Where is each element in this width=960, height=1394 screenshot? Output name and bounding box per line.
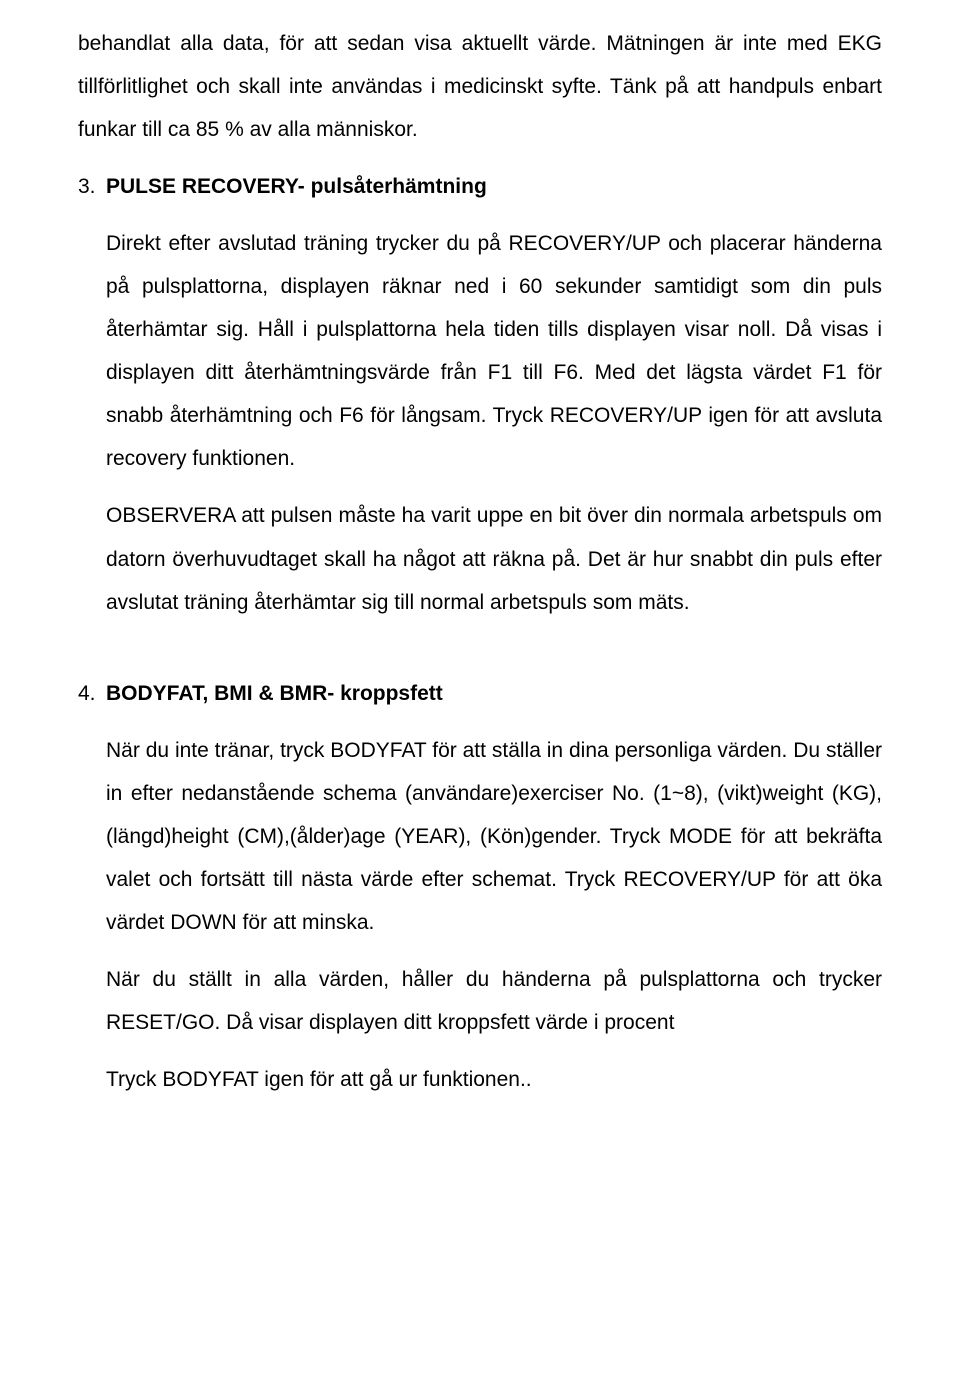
section-4-paragraph-3: Tryck BODYFAT igen för att gå ur funktio… bbox=[106, 1058, 882, 1101]
section-3-number: 3. bbox=[78, 165, 106, 208]
section-4-paragraph-1: När du inte tränar, tryck BODYFAT för at… bbox=[106, 729, 882, 944]
section-4-paragraph-2: När du ställt in alla värden, håller du … bbox=[106, 958, 882, 1044]
section-4-title: BODYFAT, BMI & BMR- kroppsfett bbox=[106, 682, 443, 705]
section-3-title: PULSE RECOVERY- pulsåterhämtning bbox=[106, 175, 487, 198]
section-3-paragraph-2: OBSERVERA att pulsen måste ha varit uppe… bbox=[106, 494, 882, 623]
document-page: behandlat alla data, för att sedan visa … bbox=[0, 0, 960, 1394]
section-4-heading: 4.BODYFAT, BMI & BMR- kroppsfett bbox=[106, 672, 882, 715]
section-3-paragraph-1: Direkt efter avslutad träning trycker du… bbox=[106, 222, 882, 480]
section-3-heading: 3.PULSE RECOVERY- pulsåterhämtning bbox=[106, 165, 882, 208]
section-4-number: 4. bbox=[78, 672, 106, 715]
paragraph-intro: behandlat alla data, för att sedan visa … bbox=[78, 22, 882, 151]
